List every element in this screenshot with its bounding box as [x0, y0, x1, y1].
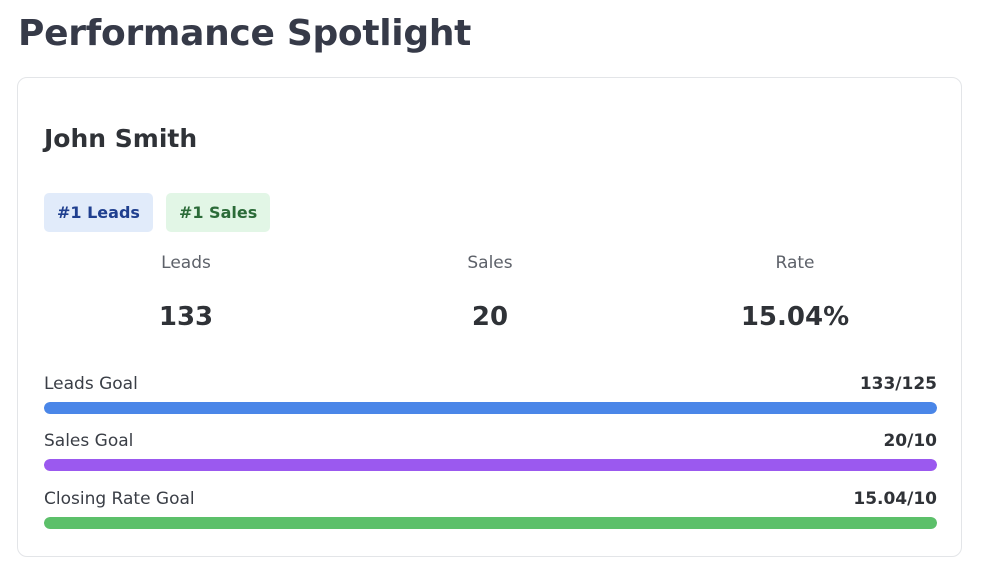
stats-row: Leads 133 Sales 20 Rate 15.04%	[18, 252, 961, 342]
stat-rate: Rate 15.04%	[685, 252, 905, 333]
spotlight-card: John Smith #1 Leads #1 Sales Leads 133 S…	[17, 77, 962, 557]
stat-leads: Leads 133	[76, 252, 296, 333]
leads-goal: Leads Goal 133/125	[44, 374, 937, 414]
sales-goal-ratio: 20/10	[883, 431, 937, 451]
sales-goal-progress-track	[44, 459, 937, 471]
stat-sales-label: Sales	[467, 253, 513, 273]
sales-goal-label: Sales Goal	[44, 431, 134, 451]
closing-rate-goal-progress-track	[44, 517, 937, 529]
sales-rank-badge: #1 Sales	[165, 193, 271, 232]
stat-leads-value: 133	[158, 302, 214, 332]
stat-sales-value: 20	[471, 302, 509, 332]
stat-rate-label: Rate	[775, 253, 815, 273]
sales-goal: Sales Goal 20/10	[44, 431, 937, 471]
leads-goal-ratio: 133/125	[859, 374, 937, 394]
page-title: Performance Spotlight	[18, 13, 472, 54]
closing-rate-goal-label: Closing Rate Goal	[44, 489, 195, 509]
leads-goal-progress-track	[44, 402, 937, 414]
leads-goal-label: Leads Goal	[44, 374, 138, 394]
stat-rate-value: 15.04%	[740, 302, 850, 332]
closing-rate-goal-ratio: 15.04/10	[853, 489, 937, 509]
closing-rate-goal: Closing Rate Goal 15.04/10	[44, 489, 937, 529]
stat-sales: Sales 20	[380, 252, 600, 333]
leads-goal-progress-bar	[44, 402, 937, 414]
badge-group: #1 Leads #1 Sales	[44, 193, 271, 232]
sales-goal-progress-bar	[44, 459, 937, 471]
person-name: John Smith	[44, 124, 198, 153]
closing-rate-goal-progress-bar	[44, 517, 937, 529]
stat-leads-label: Leads	[161, 253, 211, 273]
leads-rank-badge: #1 Leads	[44, 193, 153, 232]
